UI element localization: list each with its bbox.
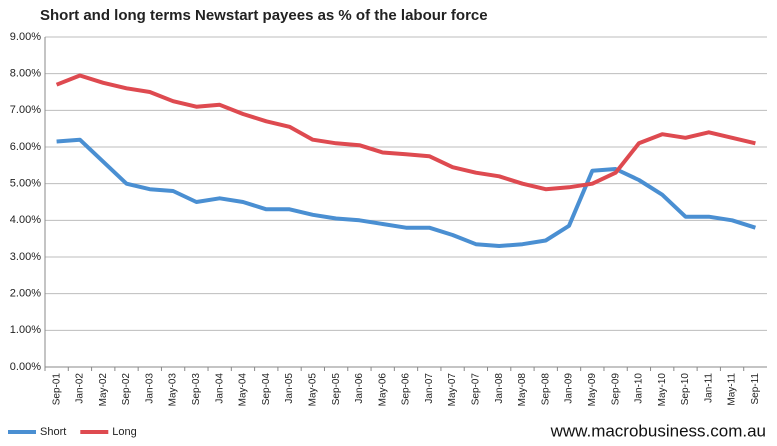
x-tick-label: Jan-02 [75,373,86,404]
legend-label: Long [112,426,136,438]
x-tick-label: May-10 [657,373,668,407]
x-tick-label: Sep-05 [331,373,342,406]
y-tick-label: 6.00% [10,141,41,153]
x-tick-label: May-05 [307,373,318,407]
x-tick-label: Sep-04 [261,373,272,406]
source-annotation: www.macrobusiness.com.au [550,421,766,440]
x-tick-label: May-02 [98,373,109,407]
x-tick-label: Sep-02 [121,373,132,406]
y-tick-label: 5.00% [10,178,41,190]
x-tick-label: May-03 [168,373,179,407]
x-tick-label: Jan-07 [424,373,435,404]
series-line [56,137,757,248]
x-tick-label: May-07 [447,373,458,407]
x-tick-label: Sep-01 [51,373,62,406]
y-tick-label: 0.00% [10,361,41,373]
x-tick-label: May-11 [727,373,738,406]
y-tick-label: 7.00% [10,104,41,116]
x-tick-label: Sep-03 [191,373,202,406]
x-tick-label: May-04 [238,373,249,407]
x-tick-label: Sep-09 [610,373,621,406]
x-tick-label: May-08 [517,373,528,407]
x-tick-label: Jan-09 [564,373,575,404]
x-tick-label: Jan-03 [144,373,155,404]
y-tick-label: 3.00% [10,251,41,263]
y-tick-label: 4.00% [10,214,41,226]
x-tick-label: Jan-10 [634,373,645,404]
x-tick-label: Jan-06 [354,373,365,404]
legend-label: Short [40,426,66,438]
x-tick-label: Jan-11 [703,373,714,403]
x-tick-label: Jan-05 [284,373,295,404]
y-tick-label: 1.00% [10,324,41,336]
x-tick-label: Sep-06 [401,373,412,406]
chart-title: Short and long terms Newstart payees as … [40,7,488,24]
x-tick-label: Jan-08 [494,373,505,404]
x-tick-label: Sep-07 [471,373,482,406]
series-line [55,73,756,192]
x-tick-label: Jan-04 [214,373,225,404]
x-tick-label: May-06 [377,373,388,407]
y-tick-label: 9.00% [10,31,41,43]
x-tick-label: Sep-08 [540,373,551,406]
y-tick-label: 2.00% [10,288,41,300]
x-tick-label: Sep-10 [680,373,691,406]
y-tick-label: 8.00% [10,68,41,80]
x-tick-label: May-09 [587,373,598,407]
x-tick-label: Sep-11 [750,373,761,405]
